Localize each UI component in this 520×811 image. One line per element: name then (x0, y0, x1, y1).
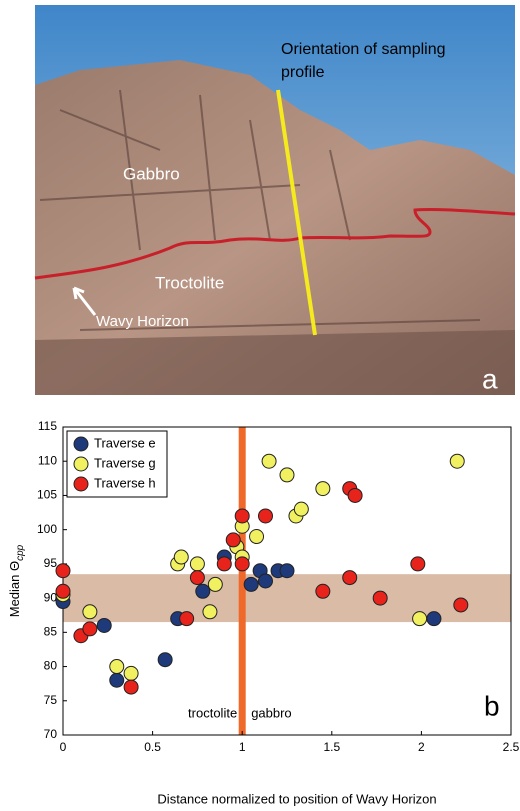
point (55, 563, 71, 579)
point (315, 583, 331, 599)
gabbro-label: Gabbro (123, 164, 180, 183)
troctolite-label: Troctolite (155, 273, 224, 292)
point (96, 617, 112, 633)
arrow (72, 286, 97, 316)
y-axis-label-sub: cpp (15, 544, 26, 561)
legend-marker (73, 456, 89, 472)
x-tick-label: 1 (239, 740, 246, 754)
legend-marker (73, 436, 89, 452)
chart: troctolite gabbro 70 75 80 85 90 95 100 105 110 115… (7, 419, 519, 806)
y-tick-label: 85 (44, 625, 58, 639)
panel-label: b (484, 690, 500, 721)
point (261, 453, 277, 469)
point (109, 672, 125, 688)
panel-label: a (482, 363, 498, 394)
horizon-label: Wavy Horizon (96, 313, 189, 330)
point (195, 583, 211, 599)
photo: Orientation of sampling profile Gabbro T… (34, 5, 516, 395)
point (412, 611, 428, 627)
point (189, 556, 205, 572)
point (279, 467, 295, 483)
plot-frame (62, 426, 512, 736)
y-tick-label: 75 (44, 693, 58, 707)
point (55, 583, 71, 599)
x-tick-label: 0.5 (144, 740, 161, 754)
point (179, 611, 195, 627)
point (216, 556, 232, 572)
point (342, 570, 358, 586)
y-tick-label: 80 (44, 659, 58, 673)
x-tick-label: 2.5 (503, 740, 520, 754)
point (315, 481, 331, 497)
profile-label: profile (281, 64, 325, 81)
y-tick-label: 105 (37, 488, 57, 502)
legend-marker (73, 476, 89, 492)
point (449, 453, 465, 469)
point (123, 665, 139, 681)
x-tick-label: 2 (418, 740, 425, 754)
horizon-line (34, 207, 516, 280)
rock (35, 60, 515, 395)
point (189, 570, 205, 586)
y-tick-label: 90 (44, 590, 58, 604)
point (207, 576, 223, 592)
point (249, 529, 265, 545)
point (82, 621, 98, 637)
divider-label: gabbro (251, 705, 291, 720)
point (257, 508, 273, 524)
point (225, 532, 241, 548)
point (243, 576, 259, 592)
point (347, 487, 363, 503)
point (82, 604, 98, 620)
x-tick-label: 0 (60, 740, 67, 754)
band (63, 574, 511, 623)
y-tick-label: 110 (38, 453, 57, 467)
point (279, 563, 295, 579)
point (157, 652, 173, 668)
y-tick-label: 100 (37, 522, 57, 536)
point (372, 590, 388, 606)
legend-label: Traverse g (94, 455, 156, 470)
point (453, 597, 469, 613)
y-tick-label: 95 (44, 556, 58, 570)
point (410, 556, 426, 572)
x-axis-label: Distance normalized to position of Wavy … (157, 791, 436, 806)
point (293, 501, 309, 517)
x-tick-label: 1.5 (323, 740, 340, 754)
y-axis-label-main: Median Θ (7, 561, 22, 617)
point (173, 549, 189, 565)
point (234, 508, 250, 524)
legend-label: Traverse h (94, 475, 156, 490)
point (234, 556, 250, 572)
shadow (35, 330, 515, 395)
y-tick-label: 115 (38, 419, 57, 433)
point (257, 573, 273, 589)
profile-label: Orientation of sampling (281, 41, 446, 58)
y-tick-label: 70 (44, 727, 58, 741)
profile-line (276, 89, 317, 336)
point (123, 679, 139, 695)
point (426, 611, 442, 627)
cracks (39, 89, 481, 331)
y-axis-label: Median Θcpp (7, 544, 25, 617)
legend-label: Traverse e (94, 435, 156, 450)
point (202, 604, 218, 620)
divider-label: troctolite (188, 705, 237, 720)
point (109, 659, 125, 675)
